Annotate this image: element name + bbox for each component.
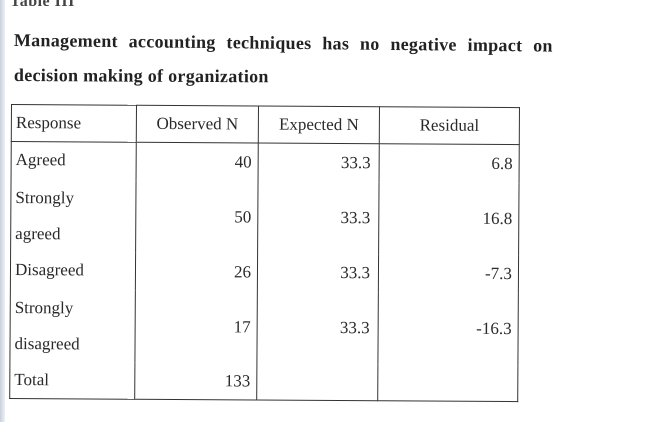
response-label: Total	[14, 370, 50, 390]
data-table-container: Response Observed N Expected N Residual …	[9, 104, 520, 402]
residual-cell: 6.8	[379, 143, 520, 184]
table-row: Agreed 40 33.3 6.8	[11, 141, 520, 184]
observed-cell: 26	[135, 252, 258, 292]
expected-cell	[256, 363, 378, 401]
response-cell: Total	[9, 361, 135, 400]
residual-cell: -16.3	[377, 292, 519, 366]
response-cell: Disagreed	[10, 252, 136, 291]
table-row: Disagreed 26 33.3 -7.3	[10, 252, 519, 294]
column-header-response: Response	[11, 104, 137, 143]
response-cell: Agreed	[11, 141, 137, 181]
response-label: Disagreed	[14, 260, 84, 280]
response-cell: Strongly agreed	[10, 180, 137, 253]
table-row: Strongly disagreed 17 33.3 -16.3	[9, 289, 519, 366]
data-table: Response Observed N Expected N Residual …	[9, 104, 520, 402]
response-label-line-1: Strongly	[14, 298, 74, 318]
response-label-line-2: agreed	[15, 224, 61, 244]
observed-cell: 50	[135, 180, 259, 254]
table-row-total: Total 133	[9, 361, 518, 402]
observed-cell: 133	[134, 362, 257, 401]
column-header-expected-n: Expected N	[258, 106, 380, 144]
table-caption-line-1: Management accounting techniques has no …	[13, 30, 553, 56]
table-header-row: Response Observed N Expected N Residual	[11, 104, 520, 145]
residual-cell: 16.8	[378, 182, 520, 256]
page-edge-shadow	[0, 0, 5, 422]
expected-cell: 33.3	[256, 291, 379, 365]
observed-cell: 40	[136, 142, 259, 182]
expected-cell: 33.3	[257, 253, 379, 293]
table-row: Strongly agreed 50 33.3 16.8	[10, 180, 520, 256]
response-cell: Strongly disagreed	[9, 289, 136, 363]
response-label-line-1: Strongly	[15, 188, 75, 208]
observed-cell: 17	[134, 290, 258, 364]
residual-cell	[377, 364, 518, 402]
column-header-residual: Residual	[379, 106, 520, 145]
column-header-observed-n: Observed N	[136, 105, 259, 144]
table-caption-line-2: decision making of organization	[13, 65, 269, 87]
response-label-line-2: disagreed	[14, 334, 80, 354]
response-label: Agreed	[15, 150, 66, 170]
expected-cell: 33.3	[257, 181, 380, 255]
table-label: Table III	[10, 0, 75, 10]
expected-cell: 33.3	[258, 143, 380, 183]
residual-cell: -7.3	[378, 254, 519, 294]
